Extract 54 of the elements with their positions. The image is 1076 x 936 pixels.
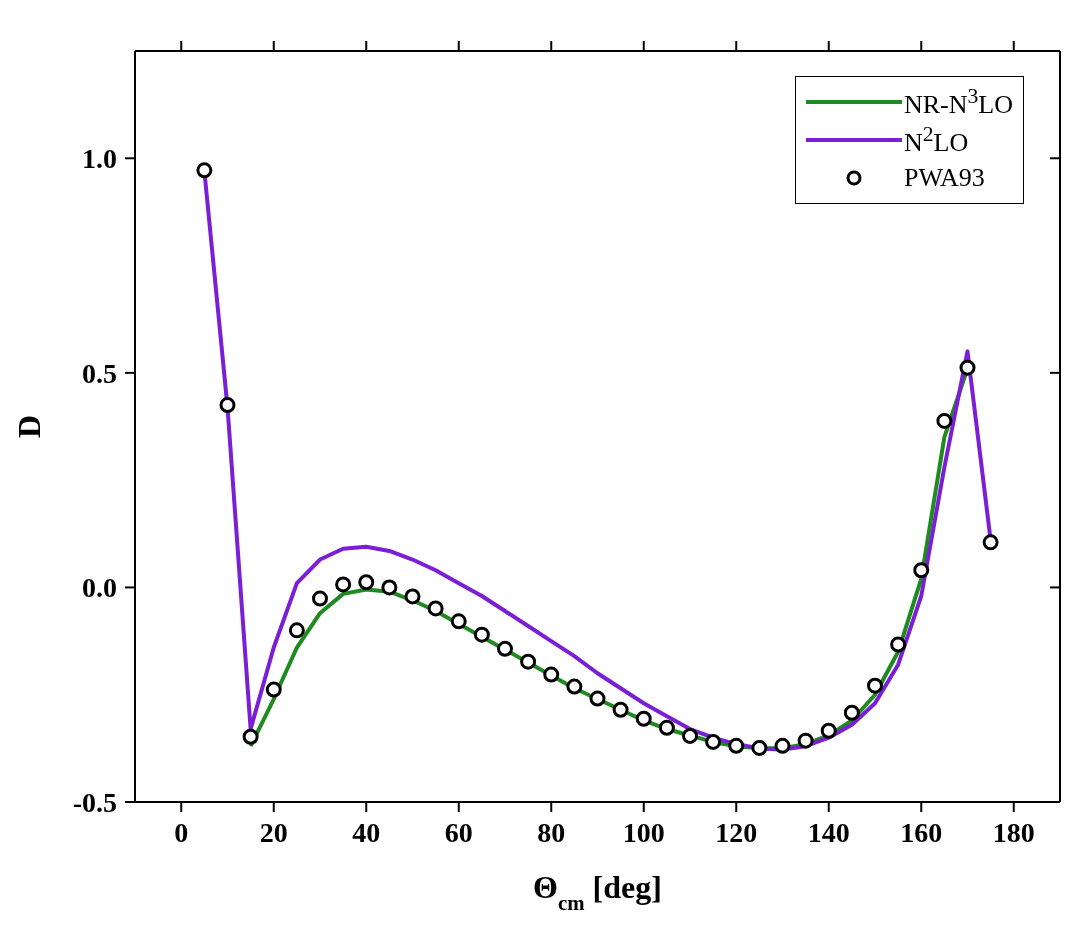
point [843, 704, 860, 721]
point [381, 579, 398, 596]
x-tick-label: 0 [174, 816, 189, 848]
point [427, 600, 444, 617]
x-tick-label: 40 [352, 816, 381, 848]
point [774, 737, 791, 754]
point [566, 678, 583, 695]
point [543, 666, 560, 683]
point [913, 562, 930, 579]
legend-label: N$^{2}$LO [903, 122, 969, 158]
x-axis-title: Θ$_{cm}$ [deg] [533, 869, 662, 914]
point [520, 653, 537, 670]
x-tick-label: 20 [259, 816, 288, 848]
point [265, 681, 282, 698]
legend-label: PWA93 [903, 163, 985, 193]
point [982, 534, 999, 551]
x-tick-label: 160 [900, 816, 943, 848]
point [867, 677, 883, 694]
point [682, 727, 698, 744]
legend-label: NR-N$^{3}$LO [903, 84, 1013, 120]
point [751, 739, 768, 756]
point [797, 732, 814, 749]
x-tick-label: 140 [807, 816, 850, 848]
x-tick-label: 100 [622, 816, 665, 848]
point [658, 719, 675, 736]
y-tick-label: -0.5 [72, 786, 117, 818]
point [312, 590, 328, 607]
point [959, 359, 976, 376]
x-tick-label: 120 [715, 816, 758, 848]
y-tick-label: 0.5 [82, 357, 117, 389]
point [890, 636, 907, 653]
point [589, 690, 606, 707]
x-tick-label: 180 [992, 816, 1035, 848]
x-tick-label: 60 [444, 816, 473, 848]
point [450, 613, 467, 630]
point [728, 737, 745, 754]
point [705, 733, 722, 750]
point [404, 588, 421, 605]
point [612, 701, 629, 718]
y-tick-label: 1.0 [82, 143, 117, 175]
point [473, 626, 490, 643]
point [219, 397, 236, 414]
point [820, 722, 837, 739]
point [497, 640, 513, 657]
point [335, 576, 352, 593]
point [288, 622, 305, 639]
point [358, 574, 375, 591]
point [242, 728, 259, 745]
point [635, 710, 652, 727]
x-tick-label: 80 [537, 816, 566, 848]
y-axis-title: D [11, 414, 47, 439]
y-tick-label: 0.0 [82, 572, 117, 604]
point [196, 162, 213, 179]
point [936, 412, 953, 429]
